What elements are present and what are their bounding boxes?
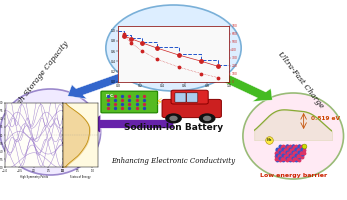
X-axis label: High Symmetry Points: High Symmetry Points (20, 175, 48, 179)
Point (121, 34, 126, 37)
Point (176, 66, 182, 69)
Text: 590 mAh/g: 590 mAh/g (150, 61, 190, 69)
Point (128, 42, 134, 45)
Text: 0.819 eV: 0.819 eV (311, 116, 340, 120)
Circle shape (170, 116, 177, 120)
Point (198, 72, 204, 75)
Text: P₆C₅: P₆C₅ (105, 94, 115, 98)
Point (139, 41, 145, 45)
Text: Capacity: Capacity (141, 38, 178, 46)
Circle shape (166, 114, 181, 123)
FancyBboxPatch shape (175, 93, 186, 102)
Text: ⚡: ⚡ (155, 97, 162, 107)
Point (198, 60, 204, 63)
Text: Ultra-Fast Charge: Ultra-Fast Charge (276, 50, 325, 110)
Point (215, 65, 221, 68)
Text: High Storage Capacity: High Storage Capacity (10, 40, 70, 114)
Text: Low energy barrier: Low energy barrier (260, 173, 327, 178)
Text: Sodium-Ion Battery: Sodium-Ion Battery (124, 122, 223, 132)
FancyArrow shape (213, 71, 272, 101)
Point (121, 33, 126, 36)
Point (154, 46, 160, 50)
Text: Beyond: Beyond (144, 48, 176, 56)
Point (176, 54, 182, 57)
Point (215, 76, 221, 79)
FancyBboxPatch shape (171, 90, 208, 104)
X-axis label: States of Energy: States of Energy (70, 175, 91, 179)
Point (128, 37, 134, 40)
FancyBboxPatch shape (162, 99, 221, 118)
Ellipse shape (106, 5, 241, 91)
Text: Na: Na (266, 138, 272, 142)
FancyBboxPatch shape (187, 93, 198, 102)
Point (154, 58, 160, 61)
Ellipse shape (0, 89, 101, 175)
Circle shape (200, 114, 215, 123)
FancyArrow shape (68, 71, 134, 99)
FancyArrow shape (87, 115, 174, 133)
FancyBboxPatch shape (101, 91, 158, 113)
Text: Enhancing Electronic Conductivity: Enhancing Electronic Conductivity (111, 157, 236, 165)
Ellipse shape (243, 93, 344, 179)
Point (139, 50, 145, 53)
Circle shape (204, 116, 211, 120)
